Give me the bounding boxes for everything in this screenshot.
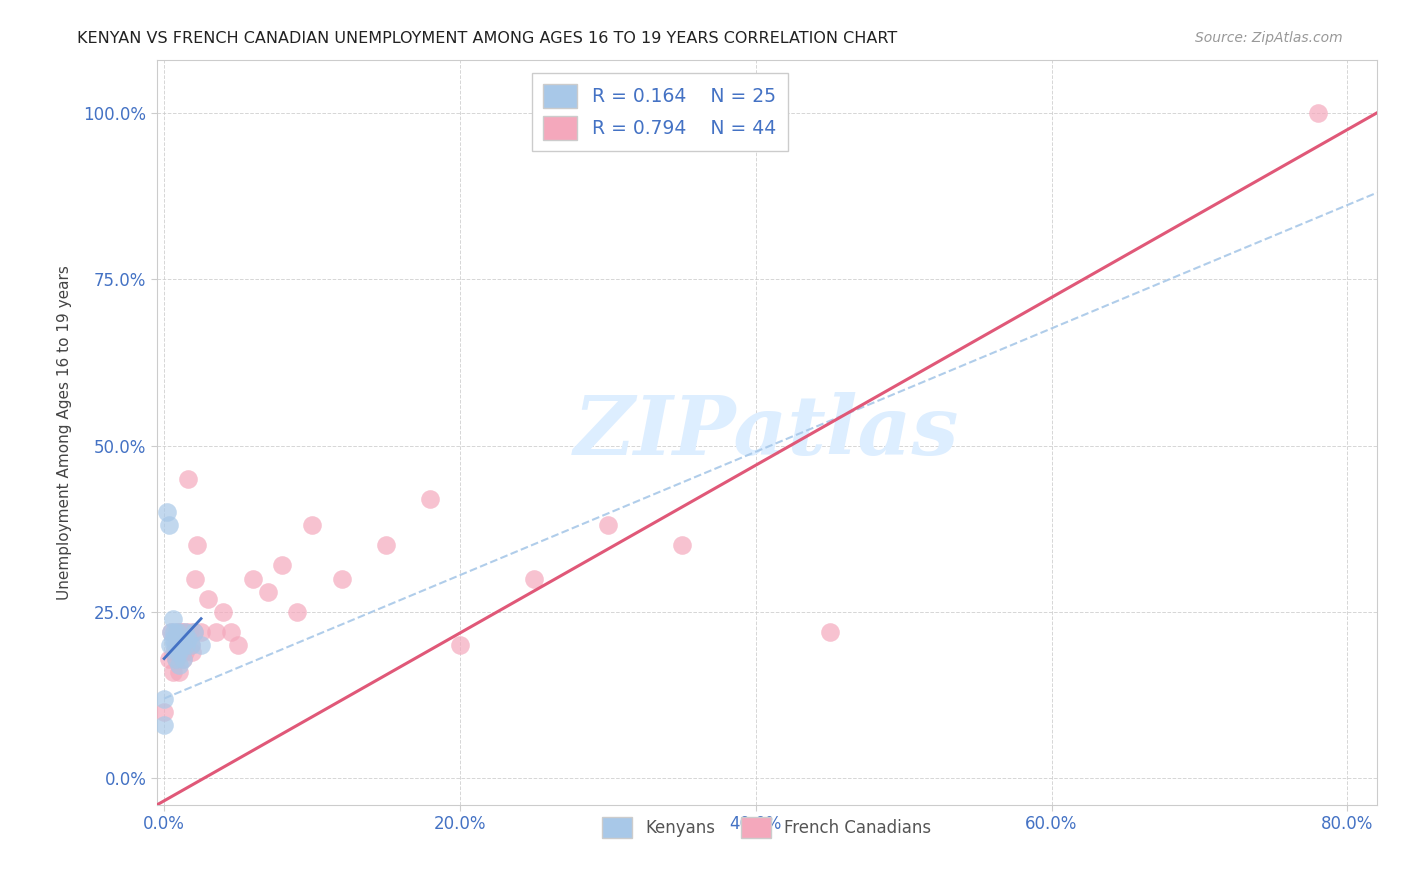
Point xyxy=(183,624,205,639)
Point xyxy=(167,658,190,673)
Point xyxy=(170,638,193,652)
Point xyxy=(159,638,181,652)
Point xyxy=(1306,106,1329,120)
Point xyxy=(180,638,202,652)
Point xyxy=(165,651,187,665)
Point xyxy=(197,591,219,606)
Point xyxy=(162,665,184,679)
Point xyxy=(167,645,190,659)
Point xyxy=(167,665,190,679)
Y-axis label: Unemployment Among Ages 16 to 19 years: Unemployment Among Ages 16 to 19 years xyxy=(58,265,72,599)
Point xyxy=(174,638,197,652)
Point xyxy=(173,624,195,639)
Point xyxy=(163,638,186,652)
Point xyxy=(167,632,190,646)
Point xyxy=(157,518,180,533)
Point xyxy=(184,572,207,586)
Point xyxy=(173,624,195,639)
Point xyxy=(162,632,184,646)
Point xyxy=(330,572,353,586)
Point xyxy=(271,558,294,573)
Point xyxy=(163,645,186,659)
Point xyxy=(219,624,242,639)
Point xyxy=(177,632,200,646)
Point xyxy=(242,572,264,586)
Point xyxy=(160,624,183,639)
Point xyxy=(157,651,180,665)
Point xyxy=(256,585,278,599)
Point xyxy=(156,505,179,519)
Text: Source: ZipAtlas.com: Source: ZipAtlas.com xyxy=(1195,31,1343,45)
Point xyxy=(186,538,208,552)
Point xyxy=(285,605,308,619)
Point xyxy=(167,638,190,652)
Point xyxy=(180,638,202,652)
Point xyxy=(671,538,693,552)
Point xyxy=(449,638,471,652)
Point xyxy=(419,491,441,506)
Point xyxy=(212,605,235,619)
Point xyxy=(170,645,193,659)
Point xyxy=(301,518,323,533)
Text: KENYAN VS FRENCH CANADIAN UNEMPLOYMENT AMONG AGES 16 TO 19 YEARS CORRELATION CHA: KENYAN VS FRENCH CANADIAN UNEMPLOYMENT A… xyxy=(77,31,897,46)
Point xyxy=(177,472,200,486)
Point xyxy=(162,612,184,626)
Point xyxy=(205,624,228,639)
Point xyxy=(174,638,197,652)
Point xyxy=(166,624,188,639)
Point xyxy=(169,624,191,639)
Legend: Kenyans, French Canadians: Kenyans, French Canadians xyxy=(596,810,938,845)
Point xyxy=(190,638,212,652)
Text: ZIPatlas: ZIPatlas xyxy=(574,392,959,472)
Point xyxy=(166,645,188,659)
Point xyxy=(153,718,176,732)
Point xyxy=(170,624,193,639)
Point xyxy=(375,538,398,552)
Point xyxy=(166,624,188,639)
Point xyxy=(181,645,204,659)
Point xyxy=(818,624,841,639)
Point xyxy=(172,651,194,665)
Point xyxy=(596,518,619,533)
Point xyxy=(179,624,201,639)
Point xyxy=(153,705,176,719)
Point xyxy=(226,638,249,652)
Point xyxy=(172,651,194,665)
Point xyxy=(523,572,546,586)
Point xyxy=(183,624,205,639)
Point xyxy=(165,651,187,665)
Point xyxy=(173,645,195,659)
Point xyxy=(163,624,186,639)
Point xyxy=(160,624,183,639)
Point xyxy=(166,638,188,652)
Point xyxy=(153,691,176,706)
Point xyxy=(165,638,187,652)
Point xyxy=(190,624,212,639)
